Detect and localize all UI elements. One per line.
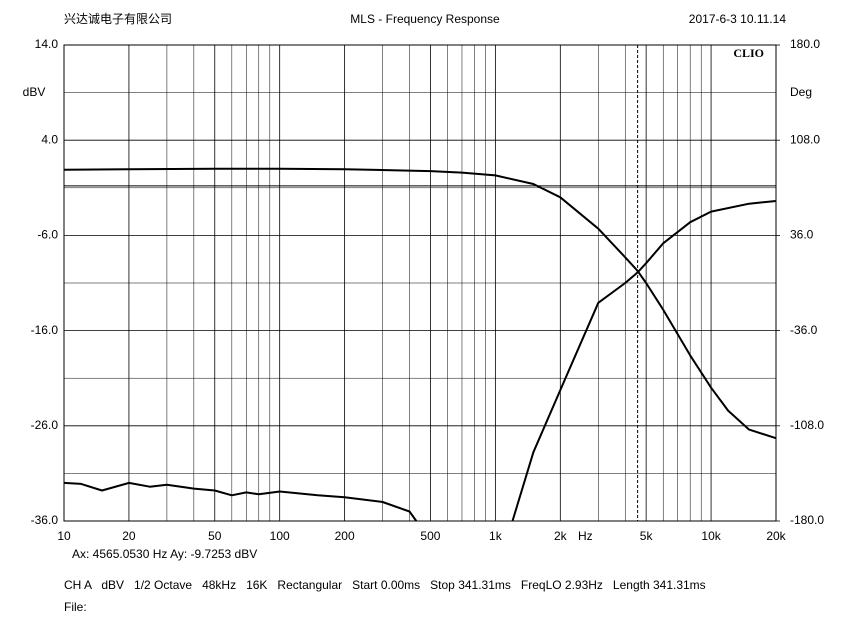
x-tick-label: 5k [640,529,654,543]
y2-tick-label: 108.0 [790,132,820,146]
x-tick-label: 20 [122,529,136,543]
y2-axis-label: Deg [790,85,812,99]
y-tick-label: 14.0 [35,37,59,51]
chart-title: MLS - Frequency Response [350,12,500,26]
y2-tick-label: 180.0 [790,37,820,51]
brand: CLIO [733,46,764,60]
data-line [63,167,777,440]
x-axis-unit: Hz [578,529,593,543]
y2-tick-label: -36.0 [790,323,818,337]
x-tick-label: 200 [335,529,355,543]
header-right: 2017-6-3 10.11.14 [689,12,787,26]
x-tick-label: 100 [270,529,290,543]
x-tick-label: 10k [701,529,721,543]
data-line [511,200,777,522]
y-axis-label: dBV [23,85,46,99]
x-tick-label: 20k [766,529,786,543]
y2-tick-label: -180.0 [790,513,824,527]
data-line [63,481,418,522]
x-tick-label: 500 [420,529,440,543]
y-tick-label: -36.0 [31,513,59,527]
plot-frame [63,44,777,522]
y-tick-label: -6.0 [37,228,58,242]
file-label: File: [64,600,87,614]
y2-tick-label: -108.0 [790,418,824,432]
settings: CH A dBV 1/2 Octave 48kHz 16K Rectangula… [64,578,706,592]
x-tick-label: 10 [57,529,71,543]
y2-tick-label: 36.0 [790,228,814,242]
header-left: 兴达诚电子有限公司 [64,12,172,26]
cursor-readout: Ax: 4565.0530 Hz Ay: -9.7253 dBV [72,547,257,561]
y-tick-label: -26.0 [31,418,59,432]
y-tick-label: -16.0 [31,323,59,337]
x-tick-label: 2k [554,529,568,543]
y-tick-label: 4.0 [41,132,58,146]
x-tick-label: 1k [489,529,503,543]
x-tick-label: 50 [208,529,222,543]
